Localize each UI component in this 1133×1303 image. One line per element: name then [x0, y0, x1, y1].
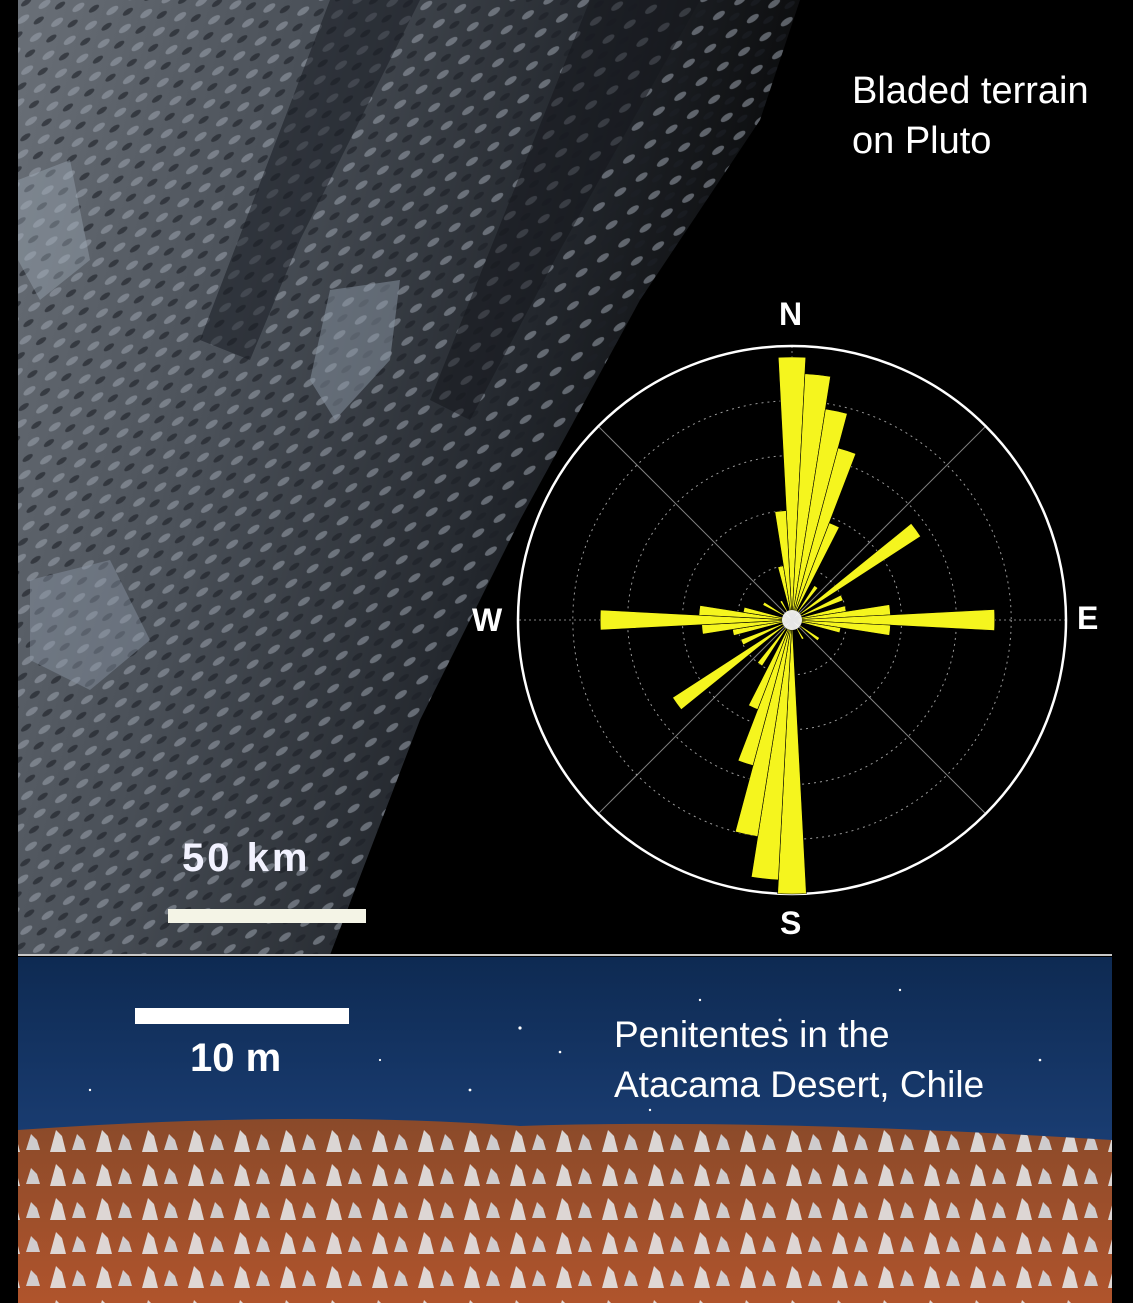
rose-petal	[734, 619, 793, 837]
rose-petal	[737, 619, 793, 766]
rose-petal	[757, 619, 793, 667]
rose-petal	[777, 619, 807, 895]
atacama-caption-line1: Penitentes in the	[614, 1014, 890, 1055]
rose-petal	[791, 447, 857, 621]
rose-petal	[742, 606, 793, 621]
rose-petal	[777, 356, 807, 621]
compass-east-label: E	[1077, 600, 1099, 636]
rose-center	[782, 610, 802, 630]
atacama-caption: Penitentes in the Atacama Desert, Chile	[614, 1010, 984, 1110]
atacama-caption-line2: Atacama Desert, Chile	[614, 1064, 985, 1105]
scale-bar-pluto	[168, 909, 366, 923]
rose-petal	[791, 522, 840, 621]
rose-petals	[599, 356, 996, 895]
pluto-caption-line1: Bladed terrain	[852, 70, 1089, 112]
rose-diagram	[516, 344, 1068, 896]
rose-petal	[791, 585, 819, 621]
rose-petal	[791, 594, 844, 621]
pluto-caption-line2: on Pluto	[852, 120, 992, 162]
rose-petal	[599, 609, 793, 631]
rose-petal	[791, 619, 842, 634]
scale-bar-earth	[135, 1008, 349, 1024]
rose-petal	[791, 609, 996, 631]
rose-petal	[748, 619, 793, 710]
rose-petal	[791, 523, 922, 621]
rose-petal	[740, 619, 793, 646]
compass-west-label: W	[472, 602, 503, 638]
scale-label-pluto: 50 km	[182, 836, 311, 880]
rose-petal	[774, 510, 793, 621]
pluto-caption: Bladed terrain on Pluto	[852, 66, 1089, 166]
compass-north-label: N	[779, 296, 803, 332]
rose-petal	[672, 619, 793, 711]
rose-petal	[791, 408, 848, 621]
scale-label-earth: 10 m	[190, 1036, 282, 1080]
compass-south-label: S	[780, 905, 802, 941]
